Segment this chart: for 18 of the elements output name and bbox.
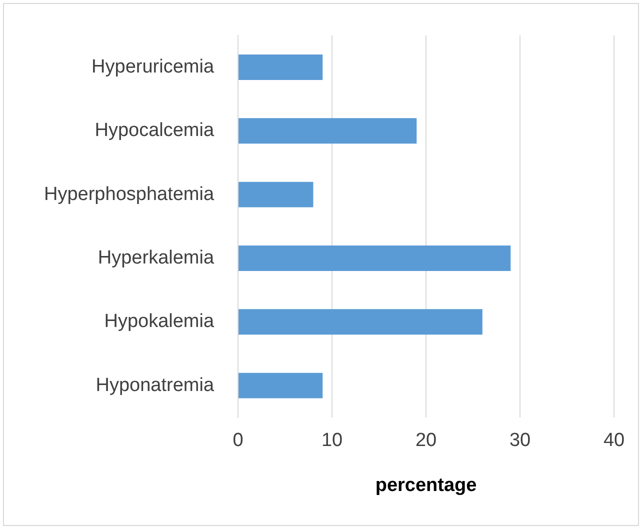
- bar: [238, 182, 314, 208]
- bar: [238, 54, 323, 80]
- y-tick-label: Hyperkalemia: [98, 247, 214, 268]
- x-axis-title: percentage: [375, 474, 477, 496]
- bar: [238, 118, 417, 144]
- y-tick-label: Hyperphosphatemia: [44, 184, 214, 205]
- x-tick-label: 20: [415, 430, 437, 452]
- x-tick-label: 10: [321, 430, 343, 452]
- y-tick-label: Hypokalemia: [104, 311, 214, 332]
- bar: [238, 372, 323, 398]
- y-tick-label: Hypocalcemia: [94, 120, 214, 142]
- bar: [238, 246, 511, 271]
- bar: [238, 309, 482, 335]
- y-tick-label: Hyperuricemia: [92, 56, 214, 78]
- x-tick-label: 0: [232, 430, 244, 452]
- x-tick-label: 40: [603, 430, 625, 452]
- y-tick-label: Hyponatremia: [96, 374, 214, 396]
- x-tick-label: 30: [509, 430, 531, 452]
